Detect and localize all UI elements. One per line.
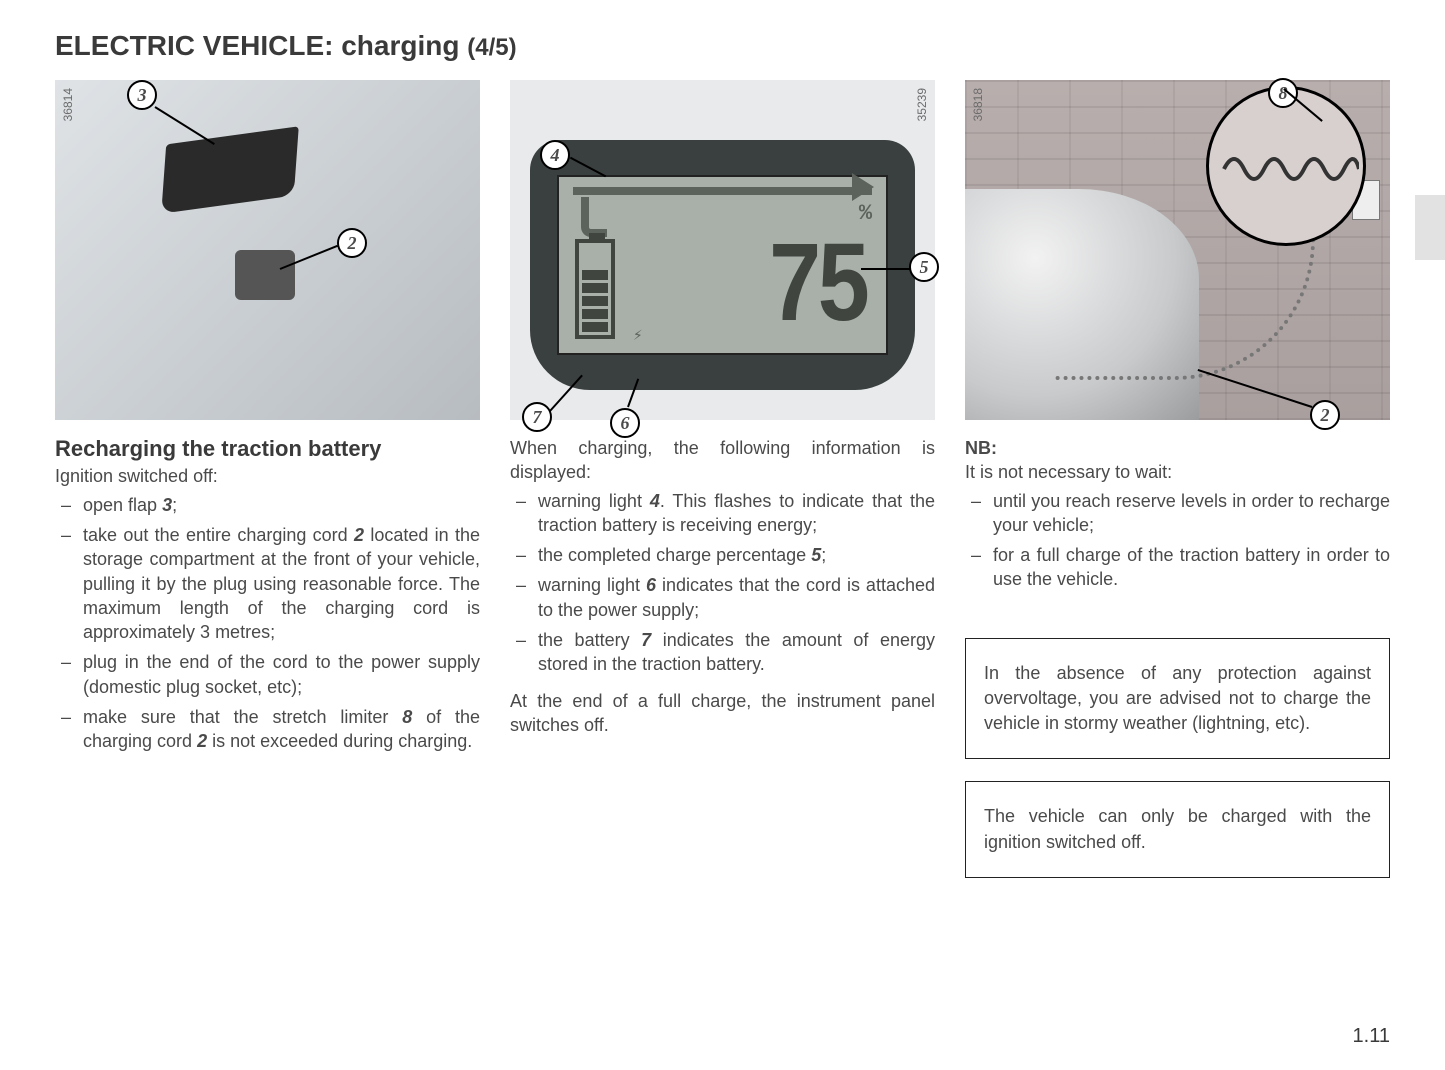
- plug-icon: ⚡: [633, 325, 643, 345]
- list-item: warning light 6 indicates that the cord …: [510, 573, 935, 622]
- col2-outro: At the end of a full charge, the instrum…: [510, 689, 935, 738]
- list-item: until you reach reserve levels in order …: [965, 489, 1390, 538]
- col2-list: warning light 4. This flashes to indicat…: [510, 489, 935, 683]
- col2-intro: When charging, the following information…: [510, 436, 935, 485]
- page-number: 1.11: [1353, 1025, 1390, 1048]
- nb-intro: It is not necessary to wait:: [965, 462, 1172, 482]
- callout-5: 5: [909, 252, 939, 282]
- callout-3: 3: [127, 80, 157, 110]
- notice-box-1: In the absence of any protection against…: [965, 638, 1390, 760]
- coil-icon: [1219, 149, 1359, 189]
- callout-7: 7: [522, 402, 552, 432]
- lcd-display: % 75 ⚡: [557, 175, 888, 355]
- callout-6: 6: [610, 408, 640, 438]
- list-item: for a full charge of the traction batter…: [965, 543, 1390, 592]
- column-1: 36814 3 2 Recharging the traction batter…: [55, 80, 480, 878]
- col1-intro: Ignition switched off:: [55, 464, 480, 488]
- nb-block: NB: It is not necessary to wait:: [965, 436, 1390, 485]
- column-3: 36818 8 2 NB: It is not necessary to wai…: [965, 80, 1390, 878]
- callout-4: 4: [540, 140, 570, 170]
- list-item: open flap 3;: [55, 493, 480, 517]
- page-title: ELECTRIC VEHICLE: charging (4/5): [55, 30, 1390, 62]
- col1-list: open flap 3; take out the entire chargin…: [55, 493, 480, 760]
- notice-box-2: The vehicle can only be charged with the…: [965, 781, 1390, 877]
- figure-3: 36818 8 2: [965, 80, 1390, 420]
- title-part: (4/5): [467, 34, 516, 61]
- figure-3-id: 36818: [971, 88, 985, 121]
- column-2: 35239 % 75 ⚡ 4 5 7 6 When charging, the …: [510, 80, 935, 878]
- title-main: ELECTRIC VEHICLE: charging: [55, 30, 467, 61]
- list-item: plug in the end of the cord to the power…: [55, 650, 480, 699]
- figure-1-id: 36814: [61, 88, 75, 121]
- charge-value: 75: [769, 219, 866, 346]
- callout-2: 2: [337, 228, 367, 258]
- figure-2: 35239 % 75 ⚡ 4 5 7 6: [510, 80, 935, 420]
- figure-2-id: 35239: [915, 88, 929, 121]
- list-item: the battery 7 indicates the amount of en…: [510, 628, 935, 677]
- callout-2b: 2: [1310, 400, 1340, 430]
- list-item: take out the entire charging cord 2 loca…: [55, 523, 480, 644]
- battery-icon: [575, 239, 615, 339]
- nb-label: NB:: [965, 438, 997, 458]
- list-item: warning light 4. This flashes to indicat…: [510, 489, 935, 538]
- thumb-tab: [1415, 195, 1445, 260]
- content-columns: 36814 3 2 Recharging the traction batter…: [55, 80, 1390, 878]
- nb-list: until you reach reserve levels in order …: [965, 489, 1390, 598]
- detail-circle: [1206, 86, 1366, 246]
- list-item: make sure that the stretch limiter 8 of …: [55, 705, 480, 754]
- callout-8: 8: [1268, 78, 1298, 108]
- figure-1: 36814 3 2: [55, 80, 480, 420]
- col1-heading: Recharging the traction battery: [55, 436, 480, 462]
- list-item: the completed charge percentage 5;: [510, 543, 935, 567]
